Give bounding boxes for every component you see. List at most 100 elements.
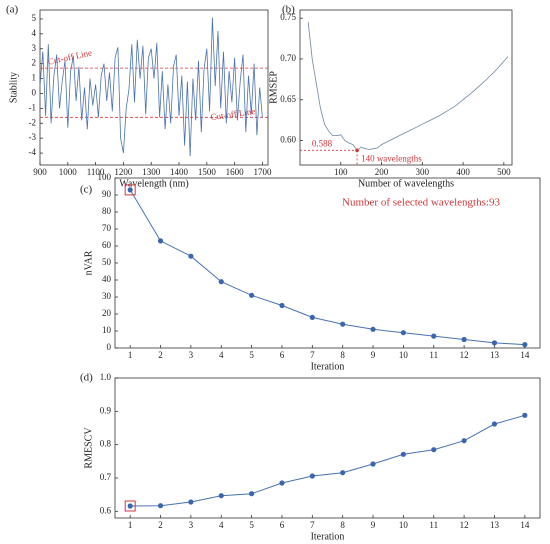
plot-frame: [39, 9, 269, 166]
x-axis-label: Number of wavelengths: [358, 178, 454, 189]
y-tick-label: 0.9: [100, 405, 112, 415]
x-tick-label: 6: [280, 350, 285, 360]
data-point: [249, 491, 255, 497]
data-point: [491, 421, 498, 427]
y-tick-label: -2: [29, 117, 37, 127]
data-point: [491, 340, 498, 346]
x-tick-label: 7: [310, 520, 315, 530]
y-tick-label: -3: [29, 132, 37, 142]
x-tick-label: 10: [399, 350, 409, 360]
x-tick-label: 1700: [253, 167, 272, 177]
plot-frame: [299, 9, 513, 166]
data-point: [400, 451, 406, 457]
data-point: [431, 447, 437, 453]
y-tick-label: 2: [32, 58, 37, 68]
highlight-box: [124, 500, 136, 512]
value-label: 0.588: [312, 138, 333, 148]
data-line: [39, 17, 263, 157]
y-axis-label: RMSEP: [268, 71, 279, 104]
data-point: [340, 470, 346, 476]
data-line: [129, 189, 525, 346]
x-tick-label: 1200: [114, 167, 133, 177]
x-tick-label: 14: [520, 350, 530, 360]
y-tick-label: 4: [32, 28, 37, 38]
x-tick-label: 1300: [142, 167, 161, 177]
x-tick-label: 1100: [87, 167, 105, 177]
data-point: [400, 330, 406, 336]
panel-label: (b): [282, 4, 295, 16]
x-tick-label: 300: [416, 167, 430, 177]
x-tick-label: 14: [520, 520, 530, 530]
x-tick-label: 4: [219, 520, 224, 530]
data-point: [279, 302, 285, 309]
x-axis-label: Iteration: [311, 361, 345, 372]
x-tick-label: 1: [128, 520, 133, 530]
highlight-box: [124, 184, 136, 196]
x-tick-label: 100: [334, 167, 348, 177]
annotation: Number of selected wavelengths:93: [342, 197, 500, 209]
panel-label: (a): [6, 4, 19, 16]
y-tick-label: 50: [102, 257, 112, 267]
data-point: [218, 493, 224, 499]
x-tick-label: 400: [456, 167, 470, 177]
y-tick-label: 0: [32, 88, 37, 98]
x-tick-label: 5: [249, 520, 254, 530]
data-point: [461, 336, 467, 343]
x-tick-label: 3: [189, 520, 194, 530]
x-tick-label: 1600: [226, 167, 245, 177]
data-point: [309, 473, 315, 479]
x-tick-label: 5: [249, 350, 254, 360]
y-tick-label: 30: [102, 291, 112, 301]
y-tick-label: 0.8: [100, 439, 112, 449]
data-point: [370, 326, 376, 332]
panel-label: (c): [80, 184, 93, 196]
x-axis-label: Wavelength (nm): [119, 178, 188, 189]
data-point: [370, 461, 376, 467]
x-tick-label: 9: [371, 350, 376, 360]
y-tick-label: 5: [32, 13, 37, 23]
data-point: [279, 480, 285, 486]
data-point: [461, 438, 467, 444]
data-point: [157, 503, 164, 509]
data-point: [218, 279, 224, 285]
y-tick-label: 0: [107, 342, 112, 352]
y-tick-label: 60: [102, 240, 112, 250]
y-tick-label: 20: [102, 308, 112, 318]
y-tick-label: 0.75: [280, 12, 296, 22]
x-tick-label: 1: [128, 350, 133, 360]
x-tick-label: 500: [497, 167, 511, 177]
data-point: [309, 314, 315, 320]
annotation: Cut-off Line: [47, 48, 93, 67]
data-point: [431, 333, 437, 339]
x-tick-label: 1500: [198, 167, 217, 177]
y-tick-label: 70: [102, 223, 112, 233]
annotation: Cut-off Line: [210, 106, 256, 122]
x-tick-label: 2: [158, 520, 163, 530]
x-tick-label: 13: [490, 520, 500, 530]
x-tick-label: 1000: [59, 167, 78, 177]
y-tick-label: 1: [32, 73, 37, 83]
data-point: [249, 292, 255, 298]
data-point: [157, 238, 164, 244]
x-tick-label: 12: [460, 350, 469, 360]
annotation: 140 wavelengths: [361, 153, 422, 163]
x-tick-label: 11: [429, 520, 438, 530]
y-tick-label: 90: [102, 189, 112, 199]
x-axis-label: Iteration: [311, 531, 345, 542]
y-tick-label: 0.7: [100, 472, 112, 482]
y-axis-label: Stablity: [8, 72, 19, 103]
panel-label: (d): [80, 372, 93, 384]
x-tick-label: 11: [429, 350, 438, 360]
y-tick-label: -1: [29, 102, 37, 112]
y-tick-label: 0.60: [280, 135, 296, 145]
plot-frame: [114, 377, 541, 519]
y-tick-label: 100: [98, 172, 112, 182]
x-tick-label: 10: [399, 520, 409, 530]
x-tick-label: 9: [371, 520, 376, 530]
y-tick-label: 0.65: [280, 94, 296, 104]
x-tick-label: 3: [189, 350, 194, 360]
x-tick-label: 900: [33, 167, 47, 177]
y-tick-label: -4: [29, 147, 37, 157]
data-point: [340, 321, 346, 327]
